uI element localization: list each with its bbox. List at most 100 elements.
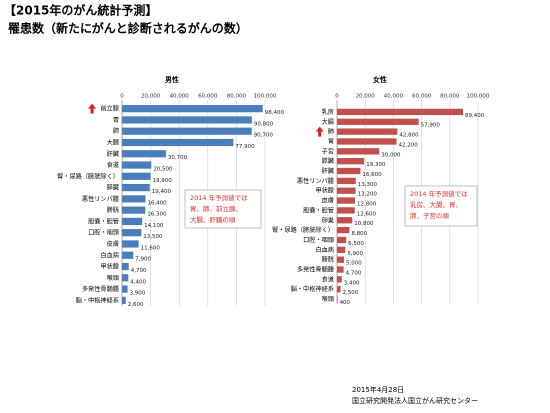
- value-label: 19,300: [366, 162, 386, 168]
- bar: [337, 177, 356, 185]
- bar: [337, 108, 464, 116]
- category-label: 食道: [322, 275, 334, 283]
- category-label: 前立腺: [100, 105, 119, 113]
- bar: [337, 158, 365, 165]
- bar: [337, 148, 380, 155]
- category-label: 脳・中枢神経系: [291, 285, 334, 293]
- category-label: 悪性リンパ腫: [82, 195, 119, 203]
- value-label: 3,900: [130, 291, 146, 297]
- bar: [337, 286, 341, 293]
- x-tick-label: 100,000: [254, 94, 277, 100]
- category-label: 肺: [328, 129, 334, 136]
- bar: [122, 206, 146, 214]
- bar: [337, 256, 345, 263]
- page-title: 【2015年のがん統計予測】: [4, 3, 157, 18]
- value-label: 3,400: [344, 280, 360, 286]
- value-label: 5,900: [347, 251, 363, 257]
- page-subtitle: 罹患数（新たにがんと診断されるがんの数）: [8, 21, 248, 36]
- value-label: 90,700: [254, 133, 274, 139]
- value-label: 90,800: [254, 121, 274, 127]
- value-label: 4,400: [130, 279, 146, 285]
- bar: [122, 116, 252, 124]
- chart-title: 男性: [165, 75, 179, 84]
- value-label: 2,600: [128, 302, 144, 308]
- value-label: 16,300: [147, 212, 167, 218]
- value-label: 8,800: [351, 231, 367, 237]
- chart-title: 女性: [373, 75, 387, 84]
- value-label: 30,000: [381, 152, 401, 158]
- category-label: 胆嚢・胆管: [88, 217, 119, 225]
- value-label: 42,200: [399, 142, 419, 148]
- category-label: 多発性骨髄腫: [297, 266, 334, 274]
- bar: [122, 127, 252, 135]
- category-label: 膀胱: [107, 206, 119, 214]
- x-tick-label: 0: [120, 94, 124, 100]
- category-label: 腎・尿路（膀胱除く）: [57, 172, 119, 180]
- value-label: 98,400: [265, 110, 285, 116]
- bar: [122, 150, 166, 158]
- bar: [337, 236, 347, 244]
- bar: [337, 246, 346, 253]
- annotation-line: 肺、子宮の順: [410, 211, 450, 220]
- value-label: 6,500: [348, 241, 364, 247]
- value-label: 2,500: [343, 290, 359, 296]
- x-tick-label: 80,000: [440, 94, 460, 100]
- category-label: 甲状腺: [315, 187, 334, 195]
- value-label: 13,300: [358, 182, 378, 188]
- arrow-icon: [315, 126, 324, 137]
- value-label: 16,400: [147, 200, 167, 206]
- category-label: 乳房: [322, 108, 334, 116]
- bar: [122, 296, 126, 304]
- category-label: 胃: [328, 138, 334, 145]
- bar: [337, 266, 344, 273]
- value-label: 89,400: [465, 113, 485, 119]
- bar: [337, 197, 356, 204]
- category-label: 悪性リンパ腫: [297, 177, 334, 185]
- value-label: 5,000: [346, 261, 362, 267]
- x-tick-label: 60,000: [412, 94, 432, 100]
- value-label: 12,800: [357, 202, 377, 208]
- category-label: 皮膚: [107, 240, 119, 248]
- category-label: 大腸: [107, 138, 119, 146]
- category-label: 子宮: [322, 147, 334, 155]
- value-label: 42,800: [399, 133, 419, 139]
- value-label: 4,700: [131, 268, 147, 274]
- category-label: 口腔・咽頭: [88, 229, 120, 237]
- category-label: 肝臓: [107, 150, 120, 158]
- category-label: 脳・中枢神経系: [76, 296, 119, 304]
- category-label: 膀胱: [322, 256, 334, 264]
- value-label: 30,700: [168, 155, 188, 161]
- value-label: 12,600: [357, 211, 377, 217]
- category-label: 胃: [113, 117, 119, 124]
- value-label: 16,600: [362, 172, 382, 178]
- x-tick-label: 80,000: [227, 94, 247, 100]
- category-label: 喉頭: [107, 274, 120, 282]
- bar: [122, 161, 152, 169]
- bar: [122, 285, 128, 293]
- footer-organization: 国立研究開発法人国立がん研究センター: [352, 396, 478, 405]
- value-label: 19,400: [152, 189, 172, 195]
- category-label: 白血病: [315, 246, 334, 254]
- bar: [337, 276, 342, 283]
- arrow-icon: [88, 103, 97, 114]
- bar: [337, 207, 355, 214]
- value-label: 20,500: [153, 166, 173, 172]
- annotation-box: [404, 185, 478, 227]
- bar: [337, 167, 361, 175]
- category-label: 食道: [107, 161, 119, 169]
- value-label: 400: [340, 300, 351, 306]
- x-tick-label: 20,000: [141, 94, 161, 100]
- category-label: 肺: [113, 128, 119, 135]
- bar: [337, 295, 338, 303]
- bar: [337, 128, 398, 135]
- category-label: 膵臓: [322, 157, 335, 165]
- bar: [122, 105, 263, 113]
- annotation-line: 2014 年予測値では: [190, 193, 248, 202]
- bar: [122, 251, 134, 259]
- x-tick-label: 100,000: [467, 94, 490, 100]
- value-label: 14,100: [144, 223, 164, 229]
- category-label: 甲状腺: [100, 263, 119, 271]
- annotation-line: 胃、肺、前立腺、: [190, 204, 242, 213]
- bar: [337, 138, 397, 145]
